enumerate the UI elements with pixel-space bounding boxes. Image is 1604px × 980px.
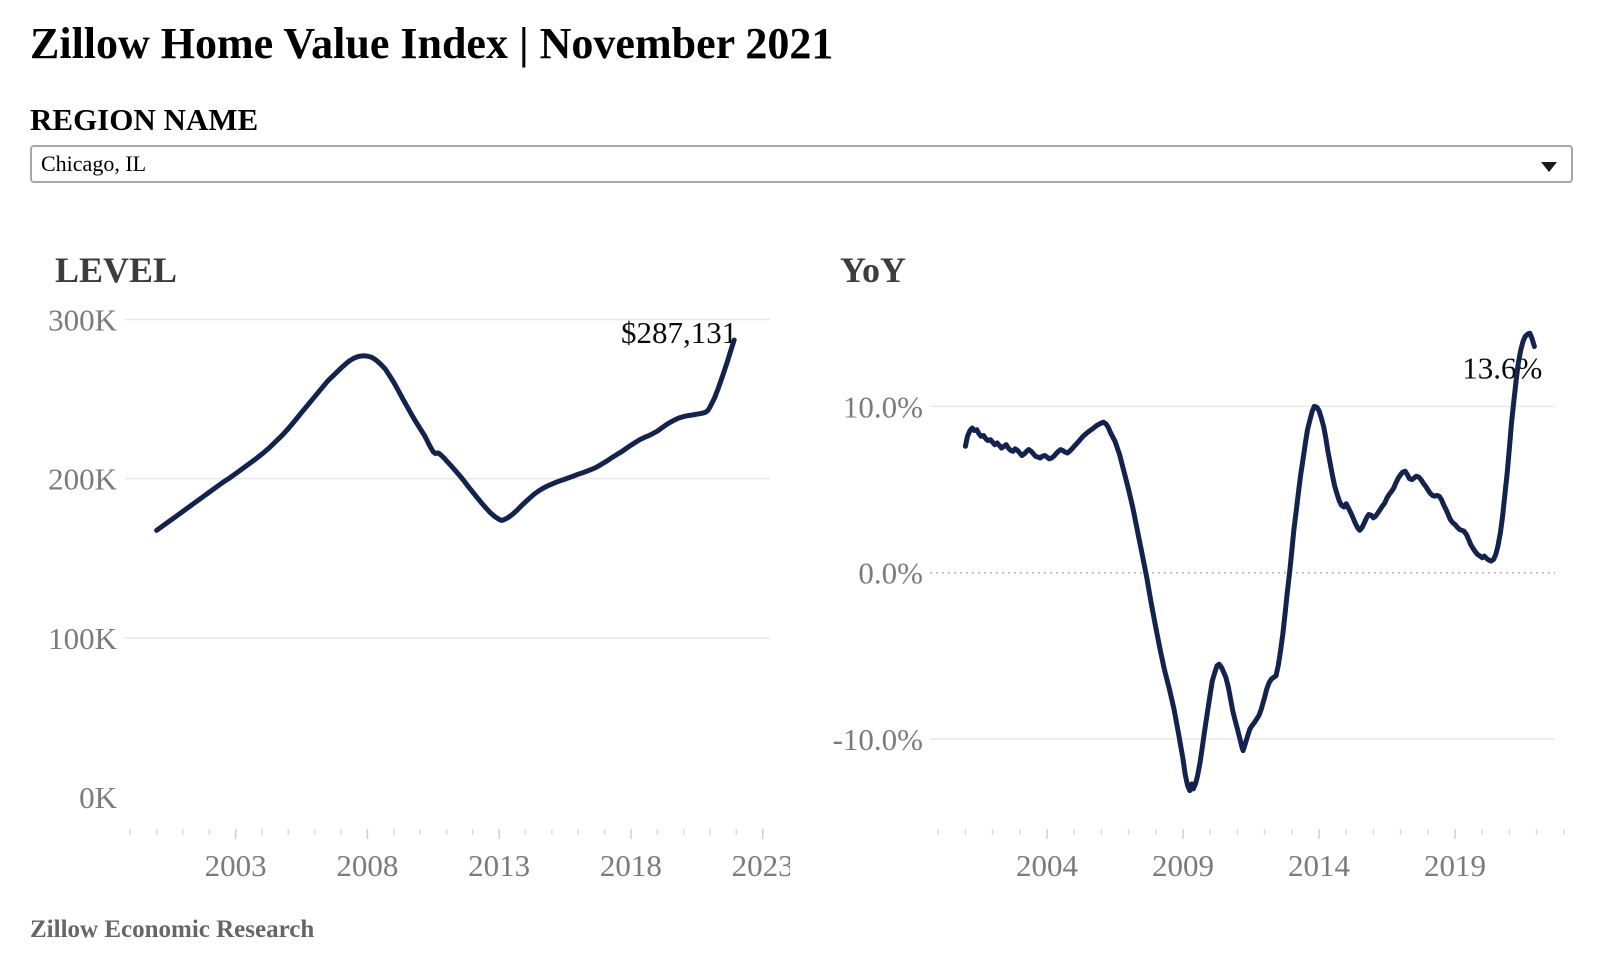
x-axis-tick-label: 2008 xyxy=(336,848,398,883)
data-line xyxy=(154,337,737,533)
region-name-label: REGION NAME xyxy=(30,102,259,137)
x-axis-tick-label: 2004 xyxy=(1016,848,1079,883)
y-axis-tick-label: 0K xyxy=(79,780,118,815)
page-title: Zillow Home Value Index | November 2021 xyxy=(30,19,834,68)
yoy-chart-title: YoY xyxy=(840,250,907,290)
level-chart-title: LEVEL xyxy=(55,250,178,290)
x-axis-tick-label: 2003 xyxy=(205,848,267,883)
x-axis-tick-label: 2018 xyxy=(600,848,662,883)
x-axis-tick-label: 2019 xyxy=(1424,848,1486,883)
region-dropdown-value: Chicago, IL xyxy=(41,151,147,176)
region-dropdown[interactable]: Chicago, IL xyxy=(30,145,1573,183)
caret-down-icon xyxy=(1541,162,1557,172)
yoy-chart-section: YoY 10.0% 0.0% -10.0% 2004 2009 2014 2019 13.6% xyxy=(810,252,1604,895)
last-value-annotation: 13.6% xyxy=(1462,351,1542,386)
y-axis-tick-label: 0.0% xyxy=(858,556,923,591)
x-axis-tick-label: 2014 xyxy=(1288,848,1351,883)
footer-credit: Zillow Economic Research xyxy=(30,916,315,943)
x-axis-tick-label: 2023 xyxy=(732,848,790,883)
x-axis-tick-label: 2013 xyxy=(468,848,530,883)
level-chart-section: LEVEL 300K 200K 100K 0K 2003 2008 2013 2018 2023… xyxy=(30,252,790,895)
y-axis-tick-label: -10.0% xyxy=(833,722,923,757)
y-axis-tick-label: 10.0% xyxy=(843,389,923,424)
level-chart: 300K 200K 100K 0K 2003 2008 2013 2018 2023 $287,1… xyxy=(48,302,790,883)
data-line xyxy=(962,330,1537,794)
last-value-annotation: $287,131 xyxy=(621,315,737,350)
yoy-chart: 10.0% 0.0% -10.0% 2004 2009 2014 2019 13.6% xyxy=(833,330,1565,883)
y-axis-tick-label: 200K xyxy=(48,462,118,497)
y-axis-tick-label: 300K xyxy=(48,302,118,337)
x-axis-tick-label: 2009 xyxy=(1152,848,1214,883)
y-axis-tick-label: 100K xyxy=(48,621,118,656)
